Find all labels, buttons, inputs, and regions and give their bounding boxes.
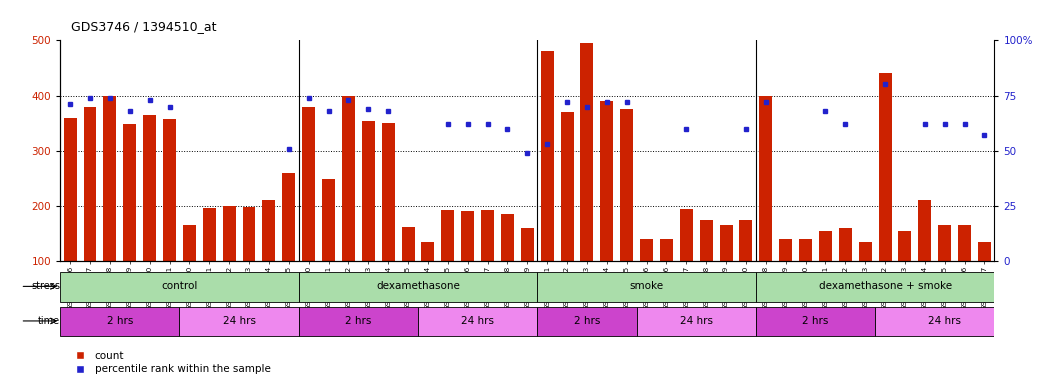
Bar — [680, 209, 692, 261]
Bar — [538, 272, 756, 302]
Bar — [263, 200, 275, 261]
Legend: count, percentile rank within the sample: count, percentile rank within the sample — [65, 347, 275, 378]
Bar — [819, 231, 831, 261]
Text: 24 hrs: 24 hrs — [461, 316, 494, 326]
Bar — [402, 227, 414, 261]
Bar — [878, 73, 892, 261]
Bar — [839, 228, 852, 261]
Text: 2 hrs: 2 hrs — [802, 316, 828, 326]
Text: stress: stress — [31, 281, 60, 291]
Bar — [640, 239, 653, 261]
Bar — [538, 307, 636, 336]
Text: 2 hrs: 2 hrs — [346, 316, 372, 326]
Bar — [441, 210, 455, 261]
Bar — [299, 272, 538, 302]
Bar — [124, 124, 136, 261]
Bar — [978, 242, 991, 261]
Bar — [223, 206, 236, 261]
Bar — [282, 173, 295, 261]
Bar — [322, 179, 335, 261]
Text: 24 hrs: 24 hrs — [222, 316, 255, 326]
Text: dexamethasone: dexamethasone — [376, 281, 460, 291]
Bar — [421, 242, 434, 261]
Bar — [660, 239, 673, 261]
Bar — [600, 101, 613, 261]
Bar — [243, 207, 255, 261]
Bar — [541, 51, 553, 261]
Bar — [362, 121, 375, 261]
Bar — [760, 96, 772, 261]
Bar — [104, 96, 116, 261]
Bar — [580, 43, 594, 261]
Bar — [756, 272, 1014, 302]
Bar — [299, 307, 418, 336]
Text: dexamethasone + smoke: dexamethasone + smoke — [819, 281, 952, 291]
Bar — [180, 307, 299, 336]
Bar — [719, 225, 733, 261]
Bar — [183, 225, 196, 261]
Bar — [418, 307, 538, 336]
Bar — [382, 123, 394, 261]
Bar — [561, 112, 574, 261]
Bar — [461, 212, 474, 261]
Bar — [63, 118, 77, 261]
Bar — [700, 220, 713, 261]
Bar — [756, 307, 875, 336]
Bar — [302, 107, 316, 261]
Bar — [521, 228, 534, 261]
Bar — [60, 307, 180, 336]
Bar — [636, 307, 756, 336]
Bar — [481, 210, 494, 261]
Bar — [621, 109, 633, 261]
Text: 24 hrs: 24 hrs — [680, 316, 713, 326]
Bar — [143, 115, 156, 261]
Text: GDS3746 / 1394510_at: GDS3746 / 1394510_at — [71, 20, 216, 33]
Text: 24 hrs: 24 hrs — [928, 316, 961, 326]
Bar — [899, 231, 911, 261]
Bar — [163, 119, 176, 261]
Bar — [875, 307, 1014, 336]
Bar — [60, 272, 299, 302]
Text: time: time — [38, 316, 60, 326]
Bar — [202, 208, 216, 261]
Bar — [938, 225, 951, 261]
Text: control: control — [161, 281, 197, 291]
Bar — [799, 239, 812, 261]
Bar — [780, 239, 792, 261]
Bar — [958, 225, 972, 261]
Bar — [342, 96, 355, 261]
Text: smoke: smoke — [629, 281, 663, 291]
Text: 2 hrs: 2 hrs — [574, 316, 600, 326]
Bar — [739, 220, 753, 261]
Bar — [84, 107, 97, 261]
Bar — [919, 200, 931, 261]
Text: 2 hrs: 2 hrs — [107, 316, 133, 326]
Bar — [858, 242, 872, 261]
Bar — [501, 214, 514, 261]
